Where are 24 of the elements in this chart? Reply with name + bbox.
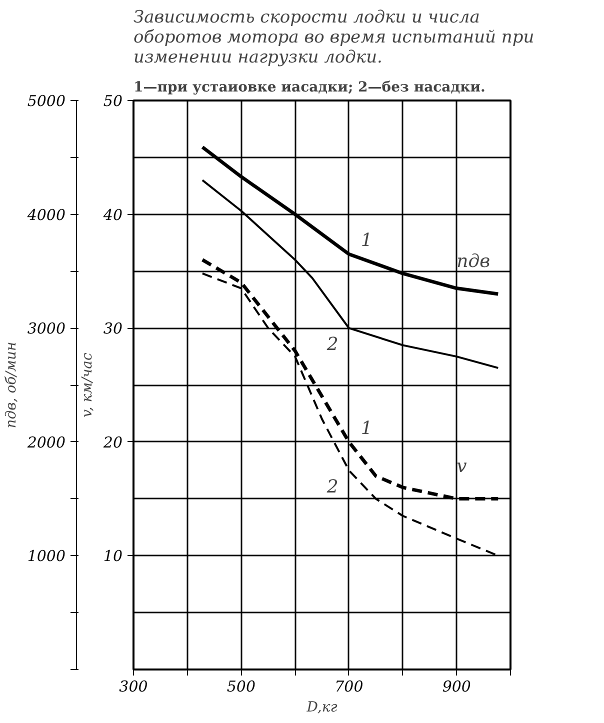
chart-title: Зависимость скорости лодки и числа оборотов мотора во время испытаний при изменении нагрузки лодки.	[134, 8, 534, 68]
series-label: 1	[360, 230, 372, 252]
y2-tick-label: 30	[103, 320, 123, 338]
series-label: 2	[326, 334, 338, 356]
y-tick-label: 2000	[26, 433, 66, 452]
y2-tick-label: 40	[102, 206, 123, 224]
series-label: 1	[360, 418, 372, 439]
annotation: nдв	[456, 250, 490, 272]
chart-subtitle: 1—при устаиовке иасадки; 2—без насадки.	[134, 80, 486, 96]
x-axis-title: D,кг	[306, 700, 338, 716]
y-tick-label: 3000	[27, 320, 66, 338]
x-tick-label: 900	[442, 678, 472, 696]
y2-axis-title: v, км/час	[79, 352, 96, 418]
y-tick-label: 4000	[26, 206, 66, 224]
y2-tick-label: 20	[102, 433, 123, 452]
y2-tick-label: 10	[103, 547, 123, 566]
x-tick-label: 500	[226, 678, 256, 696]
y-tick-label: 1000	[27, 547, 66, 566]
y2-tick-label: 50	[103, 92, 123, 110]
x-tick-label: 700	[334, 678, 364, 696]
x-tick-label: 300	[119, 678, 148, 696]
y-tick-label: 5000	[27, 92, 66, 110]
y-axis-title: nдв, об/мин	[3, 342, 20, 428]
series-label: 2	[326, 476, 338, 498]
